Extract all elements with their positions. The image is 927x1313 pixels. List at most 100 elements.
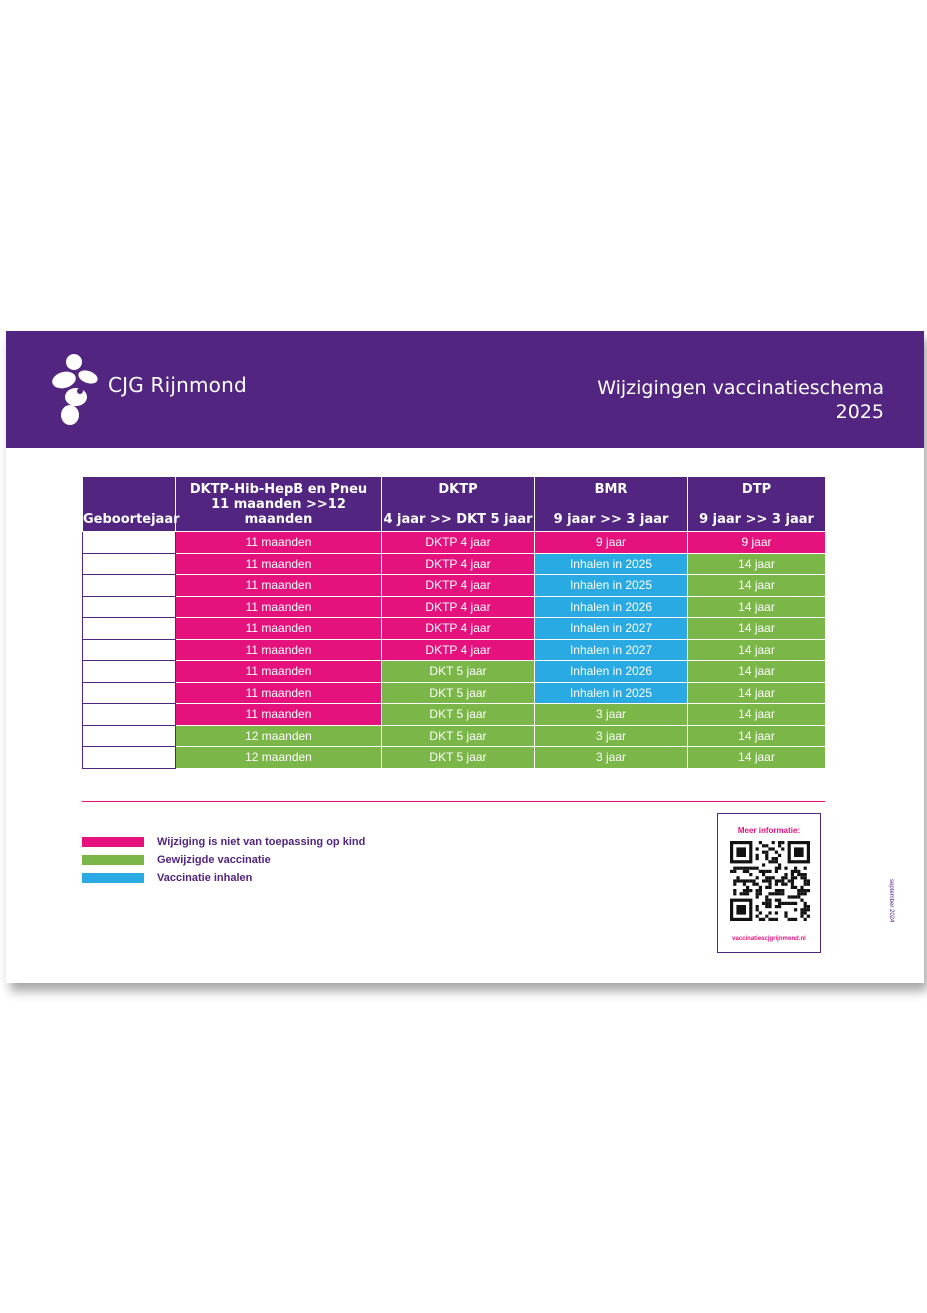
schedule-cell: DKT 5 jaar [381,660,535,683]
schedule-cell: DKT 5 jaar [381,724,535,747]
schedule-cell: Inhalen in 2027 [534,638,688,661]
schedule-cell: 14 jaar [687,595,826,618]
qr-code-icon[interactable] [730,841,810,921]
birth-year-cell: 2016 [82,552,176,575]
schedule-cell: Inhalen in 2025 [534,574,688,597]
column-header-sub: 4 jaar >> DKT 5 jaar [383,512,533,527]
vaccination-schedule-table: Geboortejaar DKTP-Hib-HepB en Pneu 11 maan… [82,476,826,769]
table-row: 2018 11 maanden DKTP 4 jaar Inhalen in 2026… [82,595,826,618]
column-header-sub: 9 jaar >> 3 jaar [553,512,669,527]
schedule-cell: DKT 5 jaar [381,703,535,726]
header-banner: CJG Rijnmond Wijzigingen vaccinatieschem… [6,331,924,448]
schedule-cell: 14 jaar [687,746,826,769]
table-row: 2019 11 maanden DKTP 4 jaar Inhalen in 2027… [82,617,826,640]
legend-swatch [82,837,144,847]
column-header-name: DKTP-Hib-HepB en Pneu [189,482,368,497]
qr-url[interactable]: vaccinatiescjgrijnmond.nl [732,936,806,942]
schedule-cell: 12 maanden [175,724,382,747]
title-line-2: 2025 [835,401,884,423]
schedule-cell: DKTP 4 jaar [381,638,535,661]
schedule-cell: DKTP 4 jaar [381,552,535,575]
column-header-sub: 11 maanden >>12 maanden [211,497,346,527]
schedule-cell: 14 jaar [687,552,826,575]
flyer-card: CJG Rijnmond Wijzigingen vaccinatieschem… [6,331,924,983]
column-header-name: DKTP [438,482,478,497]
qr-title: Meer informatie: [737,826,801,835]
table-row: 2017 11 maanden DKTP 4 jaar Inhalen in 2025… [82,574,826,597]
legend-item: Wijziging is niet van toepassing op kind [82,833,365,851]
legend-item: Gewijzigde vaccinatie [82,851,365,869]
cjg-logo-icon [52,354,98,425]
legend-swatch [82,855,144,865]
legend-label: Wijziging is niet van toepassing op kind [157,836,366,848]
birth-year-cell: 2019 [82,617,176,640]
column-header-geboortejaar: Geboortejaar [82,476,180,532]
legend-swatch [82,873,144,883]
legend-label: Vaccinatie inhalen [157,872,253,884]
schedule-cell: 14 jaar [687,703,826,726]
column-header-sub: Geboortejaar [83,512,180,527]
table-header-row: Geboortejaar DKTP-Hib-HepB en Pneu 11 maan… [82,476,826,532]
column-header-1: DKTP-Hib-HepB en Pneu 11 maanden >>12 maa… [175,476,382,532]
birth-year-cell: 2017 [82,574,176,597]
schedule-cell: 11 maanden [175,703,382,726]
birth-year-cell: 2025 en later [82,746,176,769]
title-line-1: Wijzigingen vaccinatieschema [597,377,884,399]
schedule-cell: 12 maanden [175,746,382,769]
schedule-cell: 14 jaar [687,638,826,661]
schedule-cell: 11 maanden [175,638,382,661]
birth-year-cell: 2022 [82,681,176,704]
schedule-cell: DKT 5 jaar [381,746,535,769]
schedule-cell: Inhalen in 2026 [534,595,688,618]
schedule-cell: 14 jaar [687,681,826,704]
table-row: 2022 11 maanden DKT 5 jaar Inhalen in 2025 1… [82,681,826,704]
birth-year-cell: 2018 [82,595,176,618]
table-row: 2015 of eerder 11 maanden DKTP 4 jaar 9 jaa… [82,531,826,554]
schedule-cell: 3 jaar [534,703,688,726]
table-row: 2023 11 maanden DKT 5 jaar 3 jaar 14 jaar [82,703,826,726]
schedule-cell: 11 maanden [175,681,382,704]
birth-year-cell: 2024 [82,724,176,747]
table-row: 2020 11 maanden DKTP 4 jaar Inhalen in 2027… [82,638,826,661]
birth-year-cell: 2023 [82,703,176,726]
schedule-cell: DKTP 4 jaar [381,531,535,554]
schedule-cell: 14 jaar [687,660,826,683]
table-row: 2024 12 maanden DKT 5 jaar 3 jaar 14 jaar [82,724,826,747]
column-header-sub: 9 jaar >> 3 jaar [699,512,814,527]
schedule-cell: 11 maanden [175,574,382,597]
column-header-3: BMR 9 jaar >> 3 jaar [534,476,688,532]
schedule-cell: Inhalen in 2026 [534,660,688,683]
schedule-cell: 14 jaar [687,617,826,640]
schedule-cell: 9 jaar [687,531,826,554]
schedule-cell: 11 maanden [175,531,382,554]
column-header-2: DKTP 4 jaar >> DKT 5 jaar [381,476,535,532]
schedule-cell: DKTP 4 jaar [381,574,535,597]
print-date: september 2024 [888,879,894,923]
page-title: Wijzigingen vaccinatieschema 2025 [597,376,884,424]
logo-text: CJG Rijnmond [108,373,247,397]
table-row: 2021 11 maanden DKT 5 jaar Inhalen in 2026 1… [82,660,826,683]
schedule-cell: 11 maanden [175,552,382,575]
schedule-cell: DKT 5 jaar [381,681,535,704]
table-row: 2025 en later 12 maanden DKT 5 jaar 3 jaar 1… [82,746,826,769]
birth-year-cell: 2020 [82,638,176,661]
column-header-name: BMR [594,482,628,497]
schedule-cell: Inhalen in 2027 [534,617,688,640]
legend: Wijziging is niet van toepassing op kind… [82,833,365,887]
schedule-cell: 14 jaar [687,574,826,597]
column-header-name: DTP [741,482,772,497]
schedule-cell: DKTP 4 jaar [381,617,535,640]
column-header-4: DTP 9 jaar >> 3 jaar [687,476,826,532]
birth-year-cell: 2015 of eerder [82,531,176,554]
schedule-cell: 3 jaar [534,746,688,769]
birth-year-cell: 2021 [82,660,176,683]
schedule-cell: Inhalen in 2025 [534,552,688,575]
schedule-cell: Inhalen in 2025 [534,681,688,704]
table-row: 2016 11 maanden DKTP 4 jaar Inhalen in 2025… [82,552,826,575]
schedule-cell: 11 maanden [175,595,382,618]
schedule-cell: 11 maanden [175,660,382,683]
schedule-cell: 14 jaar [687,724,826,747]
divider-line [82,801,825,802]
schedule-cell: 11 maanden [175,617,382,640]
schedule-cell: 9 jaar [534,531,688,554]
